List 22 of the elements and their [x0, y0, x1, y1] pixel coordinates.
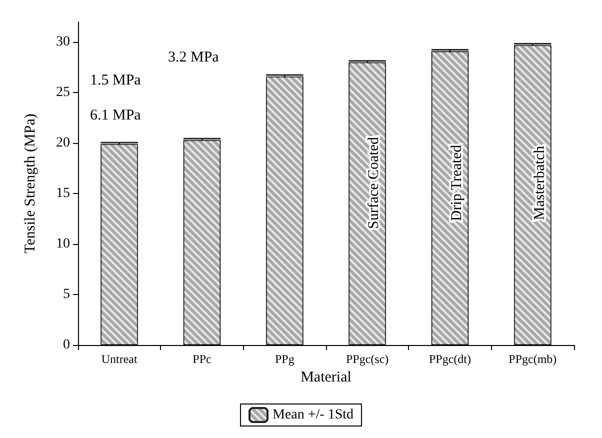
y-tick-label: 25: [56, 85, 70, 100]
annotation: 6.1 MPa: [90, 108, 142, 124]
y-tick-label: 20: [56, 136, 70, 151]
y-tick-label: 5: [63, 287, 70, 302]
y-axis-title: Tensile Strength (MPa): [22, 114, 38, 254]
y-tick-label: 10: [56, 236, 70, 252]
y-tick-label: 0: [63, 338, 70, 352]
y-tick-label: 30: [56, 34, 70, 50]
annotation: Drip Treated: [449, 144, 465, 222]
x-tick-label: PPgc(mb): [508, 352, 557, 366]
x-axis-title: Material: [300, 369, 352, 386]
x-tick-label: PPc: [192, 352, 212, 366]
legend-label: Mean +/- 1Std: [272, 408, 354, 422]
y-tick-label: 15: [56, 186, 70, 202]
annotation: Masterbatch: [532, 145, 548, 220]
x-tick-label: PPg: [274, 352, 294, 366]
x-tick-label: PPgc(dt): [429, 352, 472, 366]
x-tick-label: PPgc(sc): [346, 352, 389, 366]
annotation: 1.5 MPa: [90, 72, 142, 88]
annotation: 3.2 MPa: [168, 50, 220, 66]
x-tick-label: Untreat: [101, 352, 138, 366]
annotation: Surface Coated: [366, 136, 382, 230]
